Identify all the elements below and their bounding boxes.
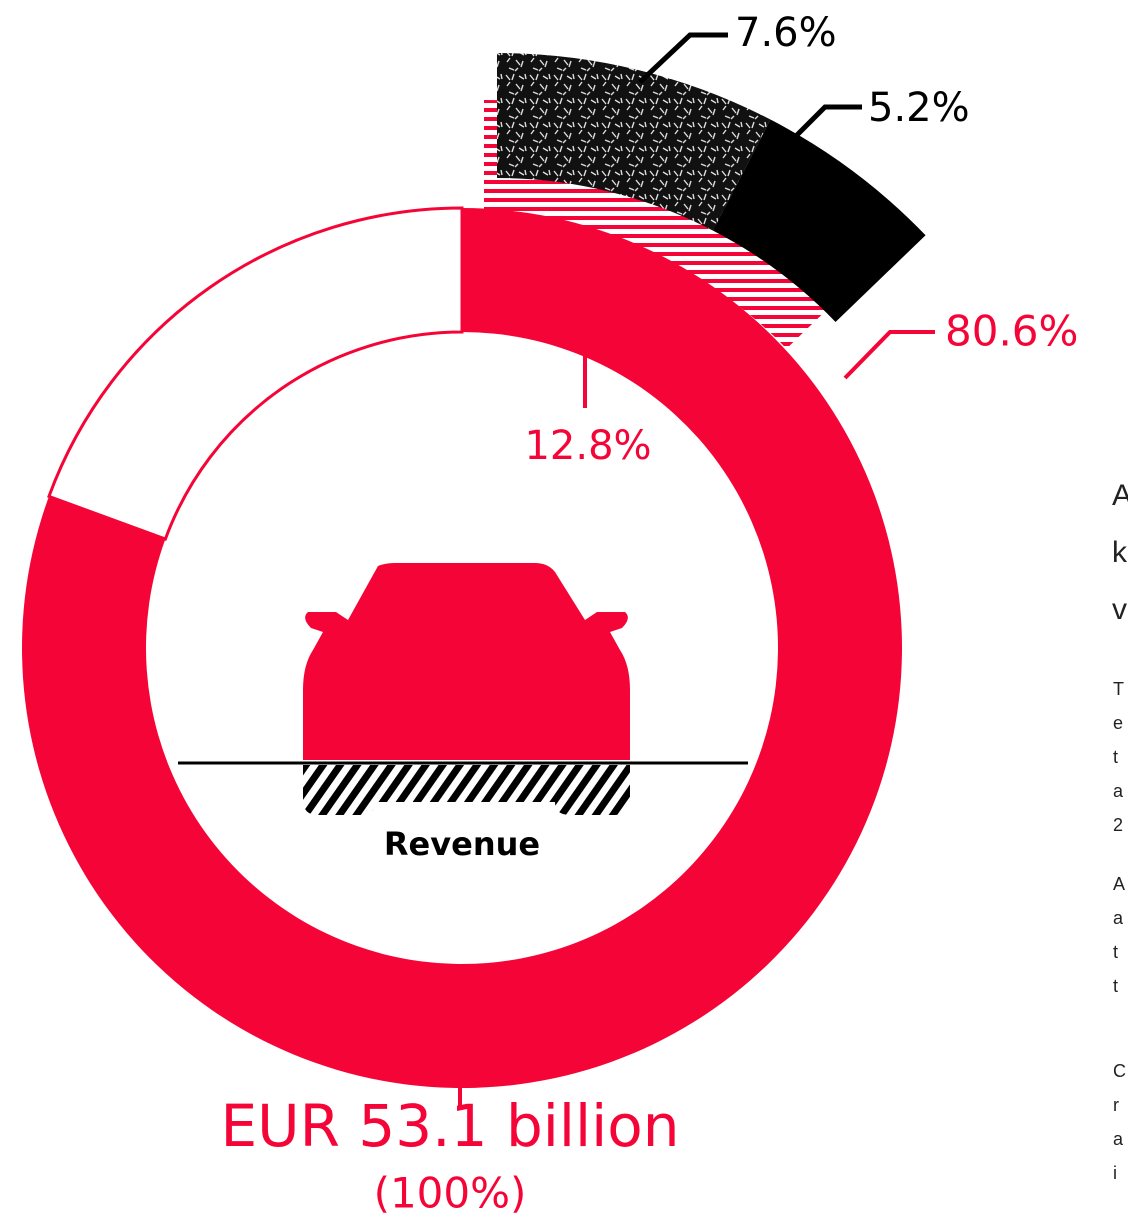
paragraph-fragment: e: [1113, 713, 1123, 733]
car-icon: [303, 563, 630, 760]
heading-fragment: k: [1112, 536, 1128, 569]
leader-line: [843, 330, 935, 380]
total-label: EUR 53.1 billion: [221, 1092, 680, 1160]
paragraph-fragment: 2: [1113, 815, 1123, 835]
chart-title: Revenue: [384, 825, 540, 863]
total-value-label: (100%): [374, 1169, 527, 1218]
value-label: 5.2%: [868, 85, 970, 131]
paragraph-fragment: A: [1113, 874, 1125, 894]
paragraph-fragment: t: [1113, 976, 1118, 996]
heading-fragment: A: [1112, 479, 1128, 512]
car-wheels: [303, 765, 630, 815]
paragraph-fragment: a: [1113, 1129, 1124, 1149]
paragraph-fragment: r: [1113, 1095, 1119, 1115]
paragraph-fragment: i: [1113, 1163, 1117, 1183]
paragraph-fragment: a: [1113, 908, 1124, 928]
value-label: 80.6%: [945, 307, 1078, 356]
inner-arc: [461, 300, 713, 411]
remainder-outline: [47, 206, 464, 542]
leader-line: [778, 104, 862, 154]
paragraph-fragment: C: [1113, 1061, 1126, 1081]
value-label: 12.8%: [524, 423, 651, 469]
segment: [497, 53, 771, 231]
paragraph-fragment: t: [1113, 942, 1118, 962]
paragraph-fragment: a: [1113, 781, 1124, 801]
paragraph-fragment: T: [1113, 679, 1124, 699]
segment: [713, 119, 926, 322]
paragraph-fragment: t: [1113, 747, 1118, 767]
heading-fragment: v: [1112, 593, 1127, 626]
arcs: [21, 53, 926, 1088]
leader-line: [638, 32, 728, 84]
value-label: 7.6%: [735, 10, 837, 56]
